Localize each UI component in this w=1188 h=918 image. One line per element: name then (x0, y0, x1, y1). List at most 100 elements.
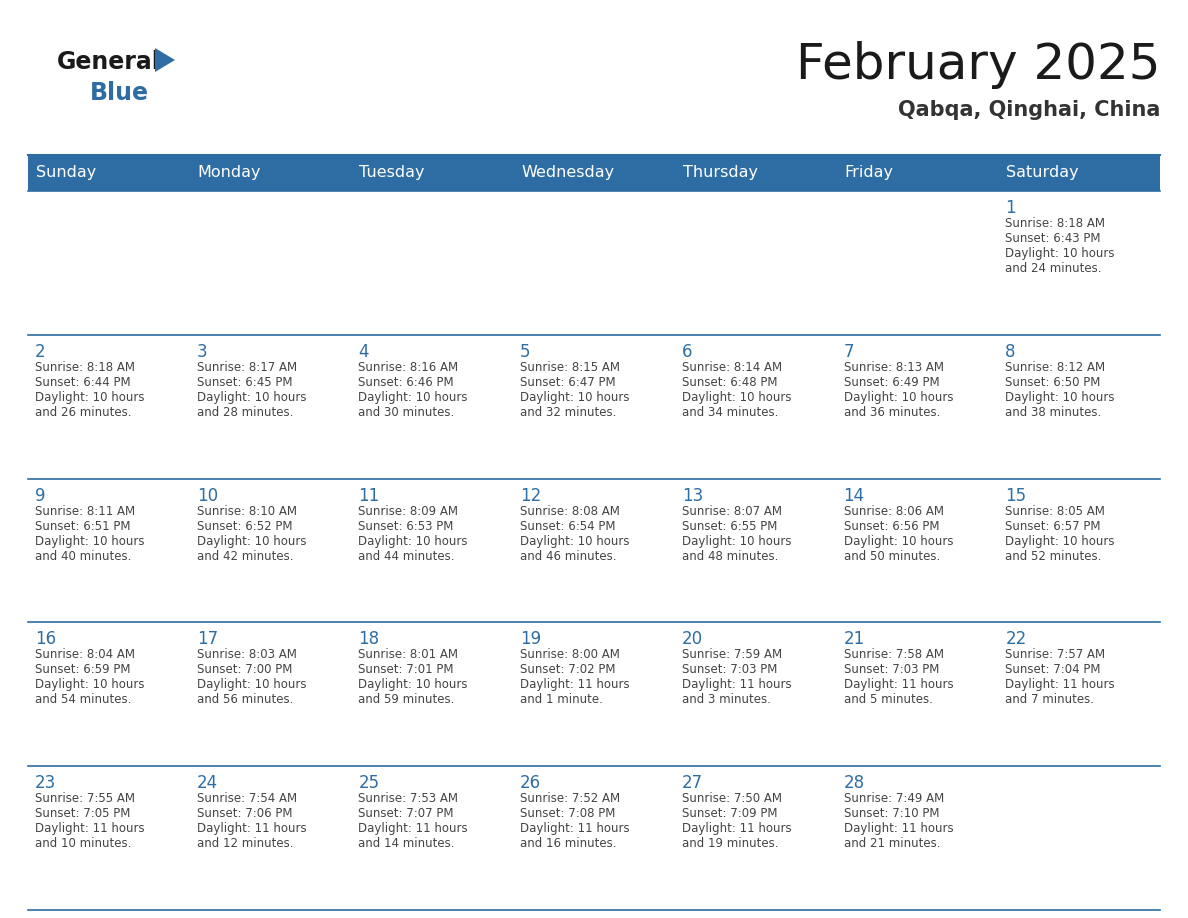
Text: 6: 6 (682, 342, 693, 361)
Text: Sunrise: 8:17 AM: Sunrise: 8:17 AM (197, 361, 297, 374)
Text: Daylight: 11 hours: Daylight: 11 hours (682, 823, 791, 835)
Text: and 38 minutes.: and 38 minutes. (1005, 406, 1101, 419)
Text: Sunrise: 8:07 AM: Sunrise: 8:07 AM (682, 505, 782, 518)
Bar (513, 767, 675, 910)
Text: Daylight: 10 hours: Daylight: 10 hours (1005, 391, 1114, 404)
Text: and 40 minutes.: and 40 minutes. (34, 550, 132, 563)
Bar (513, 478, 675, 622)
Text: Sunrise: 8:08 AM: Sunrise: 8:08 AM (520, 505, 620, 518)
Bar (836, 191, 998, 335)
Text: and 19 minutes.: and 19 minutes. (682, 837, 778, 850)
Text: and 50 minutes.: and 50 minutes. (843, 550, 940, 563)
Text: 10: 10 (197, 487, 217, 505)
Text: and 12 minutes.: and 12 minutes. (197, 837, 293, 850)
Text: and 21 minutes.: and 21 minutes. (843, 837, 940, 850)
Text: Sunset: 6:54 PM: Sunset: 6:54 PM (520, 520, 615, 532)
Text: Sunset: 6:56 PM: Sunset: 6:56 PM (843, 520, 939, 532)
Text: Daylight: 10 hours: Daylight: 10 hours (34, 678, 145, 691)
Text: 22: 22 (1005, 631, 1026, 648)
Bar (675, 622, 836, 767)
Bar (998, 191, 1159, 335)
Text: Sunrise: 8:06 AM: Sunrise: 8:06 AM (843, 505, 943, 518)
Text: Sunrise: 7:53 AM: Sunrise: 7:53 AM (359, 792, 459, 805)
Bar (998, 622, 1159, 767)
Text: 8: 8 (1005, 342, 1016, 361)
Text: Sunset: 7:05 PM: Sunset: 7:05 PM (34, 807, 131, 820)
Text: and 28 minutes.: and 28 minutes. (197, 406, 293, 419)
Text: Sunset: 6:49 PM: Sunset: 6:49 PM (843, 375, 940, 389)
Bar (352, 478, 513, 622)
Text: Sunrise: 8:04 AM: Sunrise: 8:04 AM (34, 648, 135, 661)
Text: and 24 minutes.: and 24 minutes. (1005, 262, 1101, 275)
Text: 9: 9 (34, 487, 45, 505)
Text: Daylight: 10 hours: Daylight: 10 hours (843, 391, 953, 404)
Text: Sunrise: 8:13 AM: Sunrise: 8:13 AM (843, 361, 943, 374)
Text: Qabqa, Qinghai, China: Qabqa, Qinghai, China (898, 100, 1159, 120)
Text: Sunrise: 8:00 AM: Sunrise: 8:00 AM (520, 648, 620, 661)
Text: and 16 minutes.: and 16 minutes. (520, 837, 617, 850)
Text: Daylight: 10 hours: Daylight: 10 hours (1005, 534, 1114, 548)
Text: Daylight: 10 hours: Daylight: 10 hours (359, 391, 468, 404)
Text: Sunrise: 8:10 AM: Sunrise: 8:10 AM (197, 505, 297, 518)
Text: 16: 16 (34, 631, 56, 648)
Text: and 5 minutes.: and 5 minutes. (843, 693, 933, 706)
Text: 25: 25 (359, 774, 379, 792)
Text: and 32 minutes.: and 32 minutes. (520, 406, 617, 419)
Bar (352, 191, 513, 335)
Text: Sunrise: 7:57 AM: Sunrise: 7:57 AM (1005, 648, 1105, 661)
Text: 5: 5 (520, 342, 531, 361)
Text: Daylight: 10 hours: Daylight: 10 hours (197, 391, 307, 404)
Text: Sunrise: 8:15 AM: Sunrise: 8:15 AM (520, 361, 620, 374)
Text: 3: 3 (197, 342, 208, 361)
Text: Sunrise: 8:12 AM: Sunrise: 8:12 AM (1005, 361, 1105, 374)
Text: Daylight: 11 hours: Daylight: 11 hours (520, 678, 630, 691)
Text: Sunday: Sunday (36, 165, 96, 181)
Bar (513, 622, 675, 767)
Text: Sunrise: 7:50 AM: Sunrise: 7:50 AM (682, 792, 782, 805)
Text: Sunset: 7:07 PM: Sunset: 7:07 PM (359, 807, 454, 820)
Bar (513, 335, 675, 478)
Text: Sunset: 6:57 PM: Sunset: 6:57 PM (1005, 520, 1101, 532)
Bar (675, 335, 836, 478)
Text: 11: 11 (359, 487, 380, 505)
Text: Sunset: 6:44 PM: Sunset: 6:44 PM (34, 375, 131, 389)
Text: Sunset: 6:43 PM: Sunset: 6:43 PM (1005, 232, 1101, 245)
Text: 19: 19 (520, 631, 542, 648)
Text: General: General (57, 50, 160, 74)
Text: Daylight: 10 hours: Daylight: 10 hours (682, 391, 791, 404)
Text: Friday: Friday (845, 165, 893, 181)
Text: Sunset: 7:08 PM: Sunset: 7:08 PM (520, 807, 615, 820)
Text: Wednesday: Wednesday (522, 165, 614, 181)
Text: Sunrise: 7:58 AM: Sunrise: 7:58 AM (843, 648, 943, 661)
Text: and 34 minutes.: and 34 minutes. (682, 406, 778, 419)
Bar (190, 622, 352, 767)
Text: 20: 20 (682, 631, 703, 648)
Text: 24: 24 (197, 774, 217, 792)
Text: Daylight: 11 hours: Daylight: 11 hours (197, 823, 307, 835)
Text: and 56 minutes.: and 56 minutes. (197, 693, 293, 706)
Text: Sunset: 6:51 PM: Sunset: 6:51 PM (34, 520, 131, 532)
Bar (998, 767, 1159, 910)
Text: Sunrise: 7:59 AM: Sunrise: 7:59 AM (682, 648, 782, 661)
Text: Daylight: 10 hours: Daylight: 10 hours (34, 534, 145, 548)
Text: and 7 minutes.: and 7 minutes. (1005, 693, 1094, 706)
Bar (29, 622, 190, 767)
Text: and 48 minutes.: and 48 minutes. (682, 550, 778, 563)
Text: Saturday: Saturday (1006, 165, 1079, 181)
Text: and 44 minutes.: and 44 minutes. (359, 550, 455, 563)
Bar (998, 478, 1159, 622)
Text: and 36 minutes.: and 36 minutes. (843, 406, 940, 419)
Text: 7: 7 (843, 342, 854, 361)
Text: Sunset: 6:52 PM: Sunset: 6:52 PM (197, 520, 292, 532)
Text: and 46 minutes.: and 46 minutes. (520, 550, 617, 563)
Text: Sunset: 6:55 PM: Sunset: 6:55 PM (682, 520, 777, 532)
Text: and 3 minutes.: and 3 minutes. (682, 693, 771, 706)
Text: Sunrise: 8:03 AM: Sunrise: 8:03 AM (197, 648, 297, 661)
Bar (29, 335, 190, 478)
Text: Daylight: 10 hours: Daylight: 10 hours (1005, 247, 1114, 260)
Text: 15: 15 (1005, 487, 1026, 505)
Bar (352, 335, 513, 478)
Bar (513, 191, 675, 335)
Text: Daylight: 10 hours: Daylight: 10 hours (359, 678, 468, 691)
Bar (29, 767, 190, 910)
